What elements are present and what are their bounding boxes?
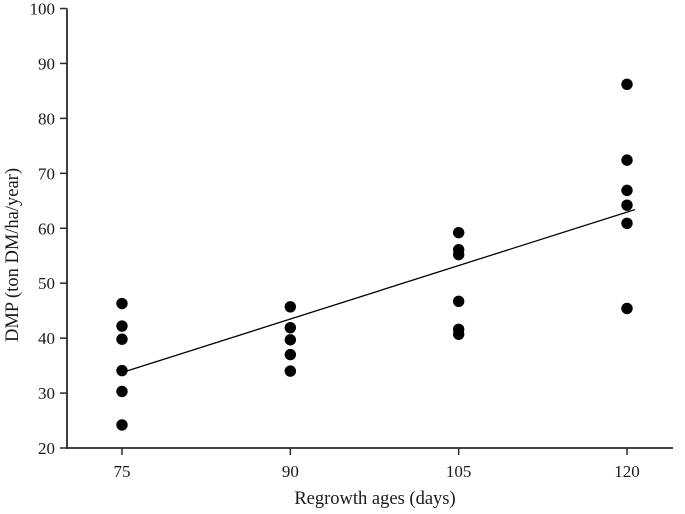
data-point	[284, 334, 297, 346]
trend-line	[126, 208, 636, 372]
data-point	[621, 199, 633, 211]
axis-ticks	[60, 7, 628, 455]
data-point	[621, 302, 633, 315]
x-tick-label: 90	[282, 462, 299, 481]
data-point	[452, 248, 465, 261]
y-tick-label: 60	[38, 219, 55, 238]
data-point	[452, 295, 465, 308]
y-tick-label: 20	[38, 439, 55, 458]
data-point	[621, 78, 633, 91]
data-point	[116, 320, 128, 332]
x-tick-label: 75	[114, 462, 131, 481]
y-axis-title: DMP (ton DM/ha/year)	[3, 168, 23, 342]
data-points	[116, 78, 633, 431]
data-point	[284, 365, 297, 377]
data-point	[116, 419, 128, 431]
x-tick-label: 105	[446, 462, 472, 481]
data-point	[116, 385, 128, 398]
data-point	[284, 348, 297, 361]
data-point	[284, 321, 297, 334]
regression-line	[126, 208, 636, 372]
y-tick-label: 30	[38, 384, 55, 403]
data-point	[284, 301, 297, 313]
x-tick-label: 120	[614, 462, 640, 481]
data-point	[621, 154, 633, 166]
y-tick-label: 90	[38, 54, 55, 73]
y-tick-label: 40	[38, 329, 55, 348]
data-point	[452, 226, 465, 239]
y-tick-label: 100	[30, 0, 56, 19]
data-point	[452, 328, 465, 340]
data-point	[621, 217, 633, 230]
data-point	[116, 333, 128, 345]
y-tick-label: 50	[38, 274, 55, 293]
data-point	[116, 364, 128, 377]
tick-labels: 20 30 40 50 60 70 80 90 100 75 90 105 120	[30, 0, 640, 481]
y-tick-label: 70	[38, 164, 55, 183]
axes	[66, 8, 673, 449]
data-point	[621, 184, 633, 197]
data-point	[116, 297, 128, 310]
x-axis-title: Regrowth ages (days)	[294, 489, 455, 509]
y-tick-label: 80	[38, 109, 55, 128]
